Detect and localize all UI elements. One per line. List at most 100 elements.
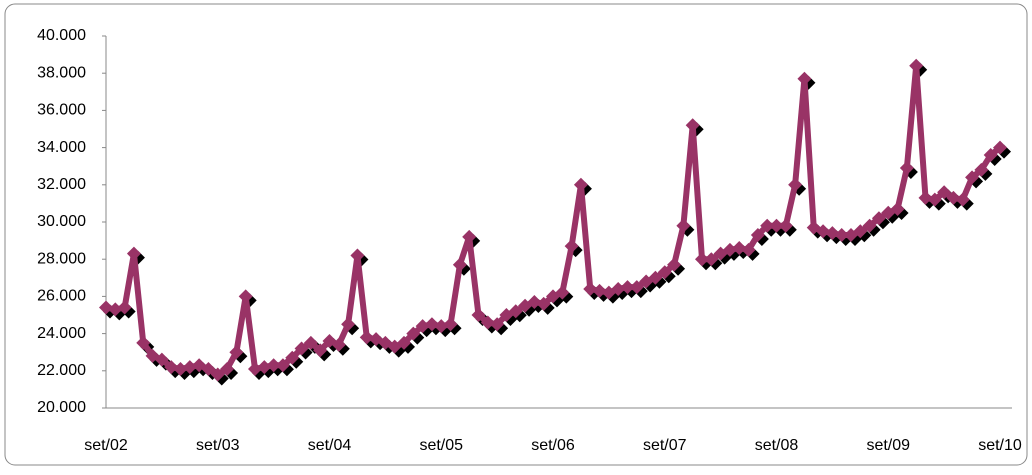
marker	[769, 218, 784, 233]
marker	[154, 352, 169, 367]
y-tick-label: 40.000	[37, 27, 86, 44]
x-tick-label: set/08	[755, 437, 799, 454]
marker	[676, 218, 691, 233]
y-tick-label: 30.000	[37, 213, 86, 230]
chart-frame	[4, 3, 1028, 466]
marker	[126, 246, 141, 261]
marker	[629, 280, 644, 295]
marker	[909, 58, 924, 73]
y-tick-label: 26.000	[37, 288, 86, 305]
marker	[648, 270, 663, 285]
y-tick-label: 38.000	[37, 64, 86, 81]
marker	[536, 296, 551, 311]
x-tick-label: set/06	[531, 437, 575, 454]
marker	[99, 300, 113, 315]
marker	[406, 326, 421, 341]
marker	[899, 161, 914, 176]
marker	[890, 201, 905, 216]
marker	[117, 300, 132, 315]
y-tick-label: 20.000	[37, 399, 86, 416]
marker	[266, 358, 281, 373]
marker	[564, 239, 579, 254]
marker	[778, 218, 793, 233]
marker	[201, 361, 216, 376]
marker	[750, 228, 765, 243]
y-tick-label: 32.000	[37, 176, 86, 193]
x-tick-label: set/05	[419, 437, 463, 454]
marker	[490, 317, 505, 332]
marker	[927, 192, 942, 207]
marker	[918, 190, 933, 205]
marker	[341, 317, 356, 332]
marker	[480, 315, 495, 330]
marker	[965, 170, 980, 185]
marker	[313, 343, 328, 358]
marker	[862, 218, 877, 233]
marker	[592, 283, 607, 298]
marker	[182, 360, 197, 375]
marker	[164, 360, 179, 375]
marker	[108, 302, 123, 317]
x-tick-label: set/07	[643, 437, 687, 454]
marker	[788, 177, 803, 192]
marker	[685, 118, 700, 133]
marker	[527, 294, 542, 309]
x-tick-label: set/09	[866, 437, 910, 454]
y-tick-label: 34.000	[37, 139, 86, 156]
marker	[350, 248, 365, 263]
marker	[359, 330, 374, 345]
marker	[424, 317, 439, 332]
marker	[741, 242, 756, 257]
marker	[620, 280, 635, 295]
marker	[508, 304, 523, 319]
marker	[704, 252, 719, 267]
marker	[760, 218, 775, 233]
marker	[834, 228, 849, 243]
x-tick-label: set/04	[308, 437, 352, 454]
marker	[974, 162, 989, 177]
y-tick-label: 22.000	[37, 362, 86, 379]
marker	[573, 177, 588, 192]
marker	[853, 224, 868, 239]
marker	[583, 281, 598, 296]
marker	[667, 257, 682, 272]
x-tick-label: set/03	[196, 437, 240, 454]
marker	[816, 224, 831, 239]
marker	[722, 242, 737, 257]
marker	[797, 71, 812, 86]
marker	[611, 281, 626, 296]
marker	[294, 341, 309, 356]
y-tick-label: 28.000	[37, 250, 86, 267]
marker	[331, 337, 346, 352]
marker	[452, 257, 467, 272]
marker	[248, 361, 262, 376]
x-tick-label: set/02	[84, 437, 128, 454]
marker	[471, 308, 486, 322]
marker	[285, 350, 300, 365]
y-tick-label: 36.000	[37, 102, 86, 119]
marker	[397, 335, 411, 350]
marker	[434, 319, 449, 334]
y-tick-label: 24.000	[37, 325, 86, 342]
marker	[220, 361, 235, 376]
marker	[825, 226, 840, 241]
marker	[657, 265, 672, 280]
marker	[415, 319, 430, 334]
marker	[173, 361, 188, 376]
marker	[443, 317, 458, 332]
marker	[303, 335, 318, 350]
marker	[238, 289, 253, 304]
marker	[555, 285, 570, 300]
marker	[275, 358, 290, 373]
marker	[229, 345, 244, 360]
marker	[695, 252, 709, 267]
marker	[462, 229, 477, 244]
marker	[993, 140, 1007, 155]
marker	[136, 335, 151, 350]
marker	[871, 211, 886, 226]
marker	[983, 148, 998, 163]
marker	[946, 190, 961, 205]
marker	[937, 185, 952, 200]
marker	[732, 241, 747, 256]
